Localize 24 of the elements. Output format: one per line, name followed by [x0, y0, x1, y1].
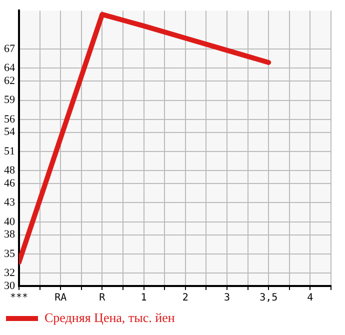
y-tick-label: 30	[4, 280, 16, 292]
y-tick-label: 38	[4, 228, 16, 241]
y-tick-label: 62	[4, 74, 15, 87]
x-tick-label: 3	[224, 292, 230, 304]
y-tick-label: 32	[4, 267, 15, 280]
x-tick-label: 1	[140, 292, 147, 304]
x-tick-label: ***	[10, 292, 28, 304]
legend-label: Средняя Цена, тыс. йен	[44, 310, 175, 325]
y-tick-label: 48	[4, 164, 16, 177]
y-tick-label: 43	[4, 196, 16, 209]
x-tick-label: 4	[307, 292, 314, 304]
y-tick-label: 35	[4, 248, 16, 260]
x-tick-label: RA	[54, 292, 67, 304]
x-tick-label: 3,5	[260, 292, 278, 304]
x-tick-label: R	[99, 292, 106, 304]
y-tick-label: 67	[4, 42, 16, 55]
y-tick-label: 46	[4, 177, 16, 190]
y-tick-label: 59	[4, 94, 16, 106]
y-tick-label: 54	[4, 126, 16, 138]
y-tick-label: 56	[4, 113, 16, 126]
y-tick-label: 51	[4, 145, 15, 158]
y-tick-label: 40	[4, 216, 16, 228]
y-tick-label: 64	[4, 62, 16, 74]
x-tick-label: 2	[182, 292, 188, 304]
